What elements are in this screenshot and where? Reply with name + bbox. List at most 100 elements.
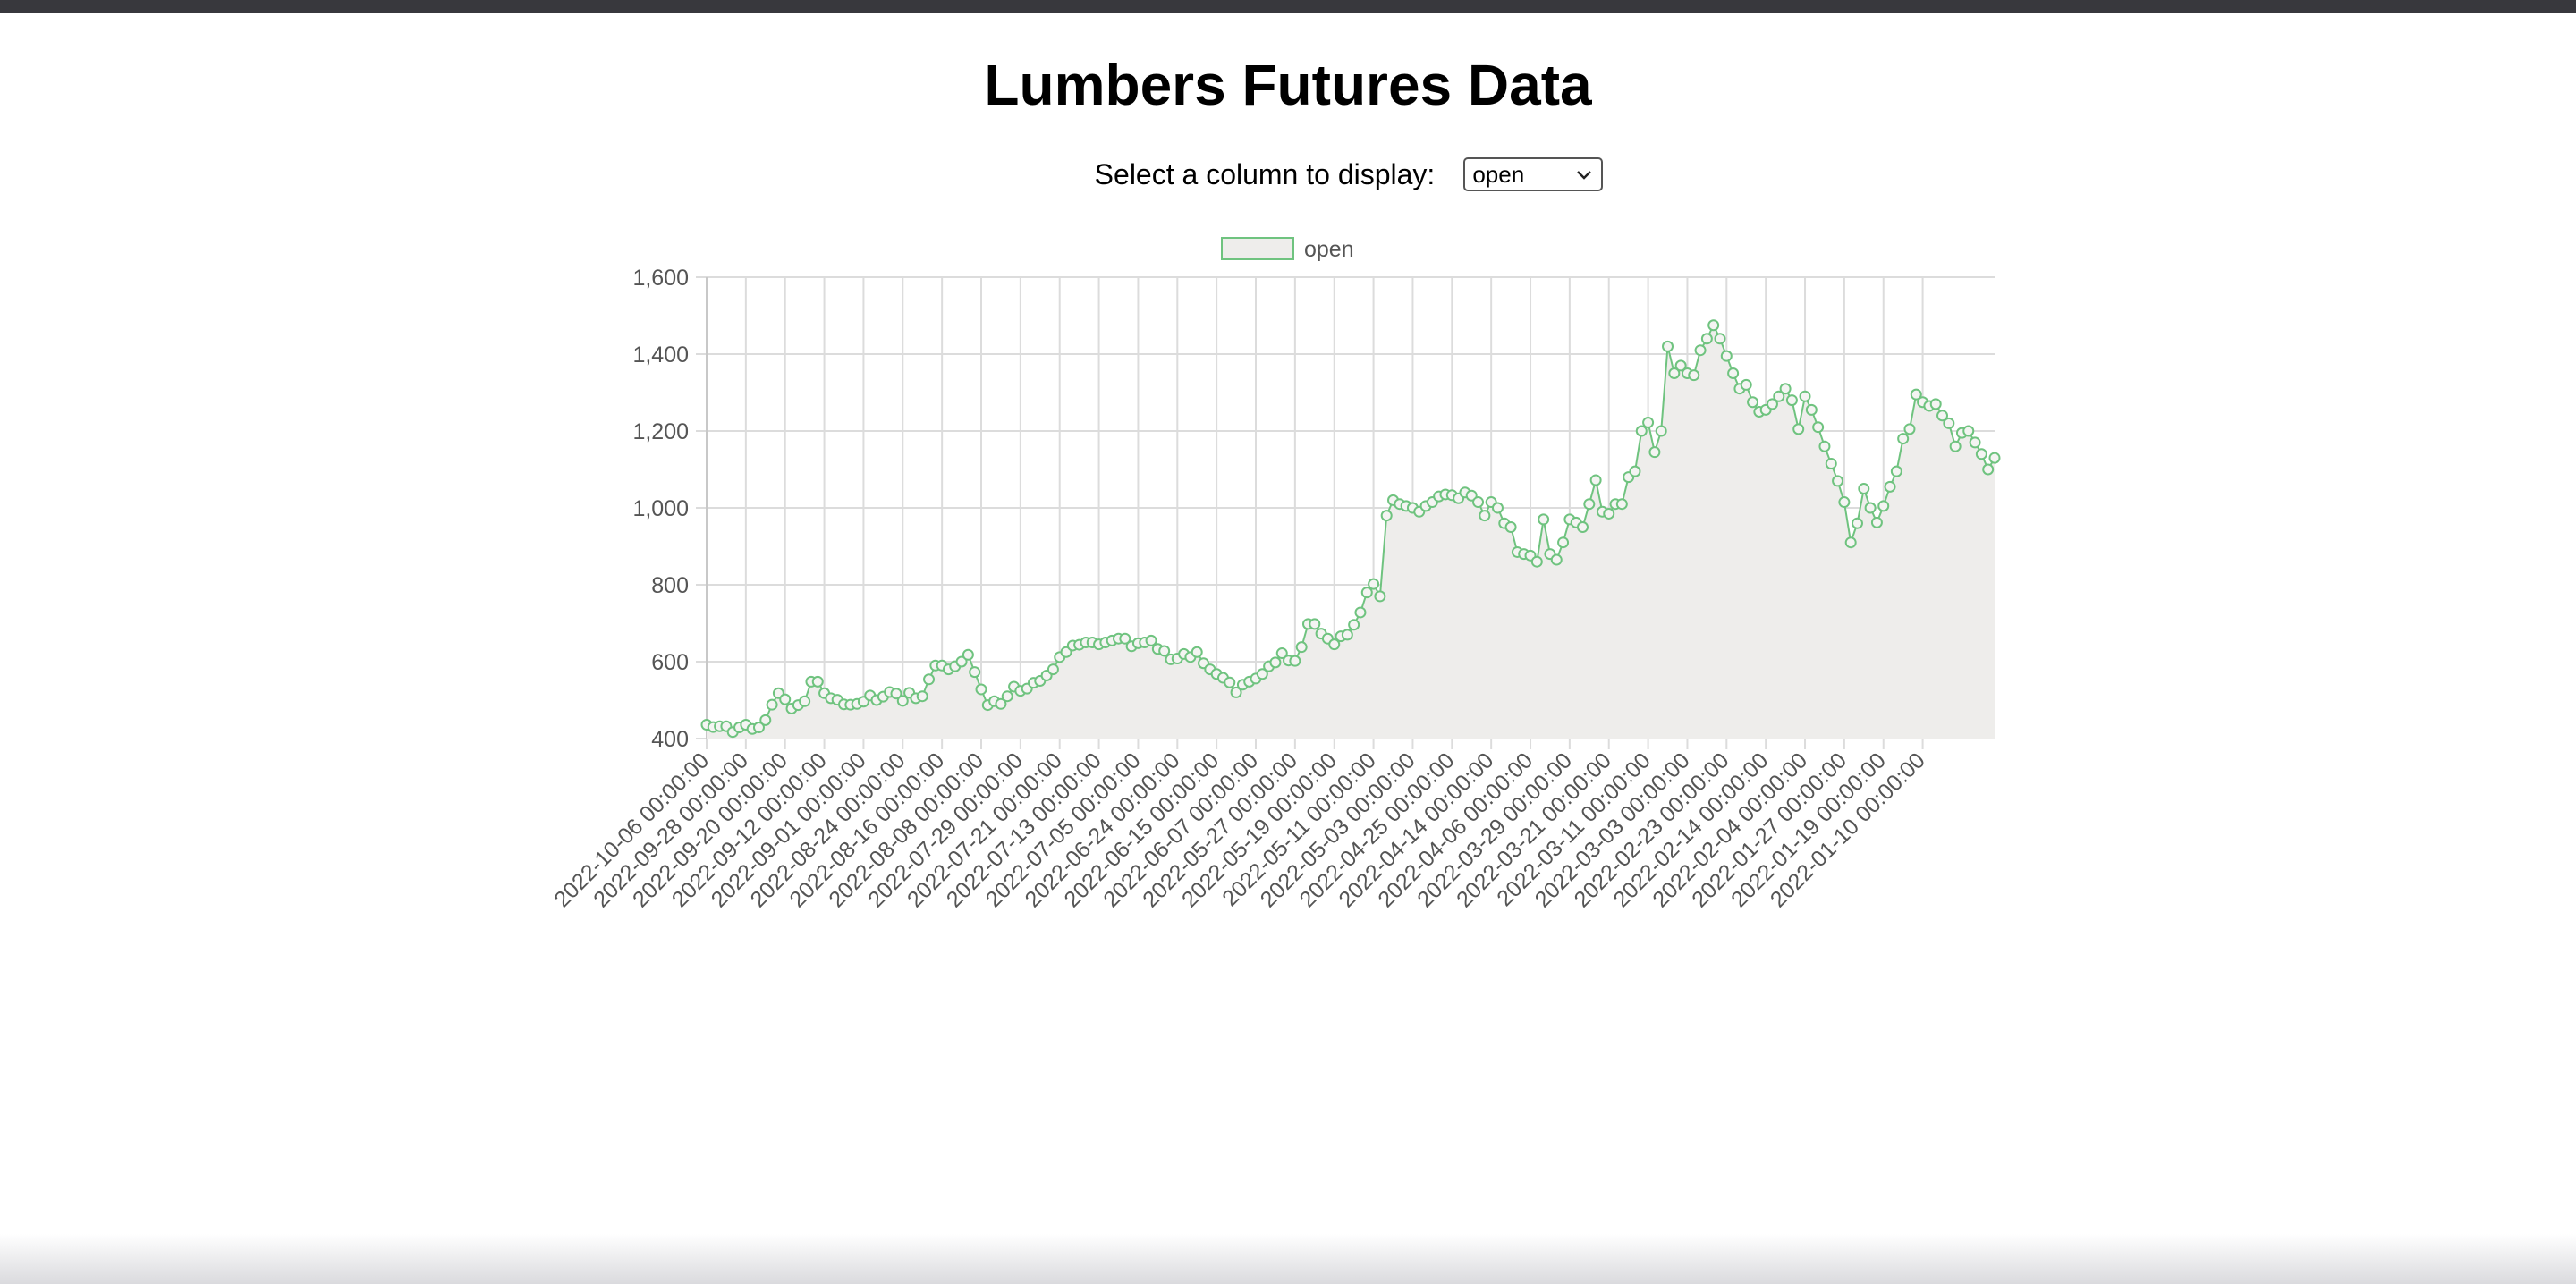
data-point <box>1295 641 1308 654</box>
data-point <box>1832 475 1844 487</box>
data-point <box>1988 452 2001 464</box>
data-point <box>1943 417 1955 429</box>
line-chart: 4006008001,0001,2001,4001,6002022-10-06 … <box>549 237 2001 912</box>
data-point <box>1191 646 1203 658</box>
data-point <box>1766 398 1778 410</box>
data-point <box>1668 367 1681 379</box>
data-point <box>766 698 778 711</box>
data-point <box>1799 390 1811 402</box>
data-point <box>1603 507 1615 520</box>
y-tick-label: 1,400 <box>632 342 689 367</box>
data-point <box>759 714 772 726</box>
data-point <box>1275 647 1288 660</box>
data-point <box>1256 668 1268 680</box>
y-tick-label: 400 <box>651 727 689 752</box>
data-point <box>1805 403 1818 416</box>
data-point <box>1812 421 1825 434</box>
data-point <box>1962 425 1975 437</box>
data-point <box>1785 394 1798 407</box>
data-point <box>1341 629 1353 641</box>
data-point <box>1504 521 1517 533</box>
y-tick-label: 1,000 <box>632 496 689 521</box>
data-point <box>1877 500 1890 512</box>
data-point <box>1949 440 1962 452</box>
data-point <box>962 648 974 661</box>
data-point <box>1576 521 1589 533</box>
data-point <box>1289 655 1301 667</box>
data-point <box>1655 425 1667 437</box>
data-point <box>1046 663 1059 676</box>
data-point <box>1648 446 1661 459</box>
data-point <box>1910 388 1922 401</box>
data-point <box>1982 463 1995 476</box>
data-point <box>1538 513 1550 526</box>
data-point <box>916 690 928 703</box>
data-point <box>1583 498 1596 511</box>
y-tick-label: 1,200 <box>632 419 689 444</box>
data-point <box>1674 359 1687 372</box>
data-point <box>811 675 824 688</box>
data-point <box>1825 458 1837 470</box>
column-select[interactable]: open <box>1463 157 1604 191</box>
data-point <box>799 695 811 707</box>
data-point <box>1328 638 1341 651</box>
data-point <box>1851 517 1863 529</box>
legend-label: open <box>1304 237 1354 262</box>
data-point <box>1884 480 1896 493</box>
data-point <box>1936 410 1949 422</box>
data-point <box>1629 465 1641 477</box>
data-point <box>1635 425 1648 437</box>
data-point <box>1864 502 1877 514</box>
series-area-fill <box>707 325 1995 739</box>
data-point <box>890 688 902 700</box>
y-tick-label: 600 <box>651 650 689 675</box>
data-point <box>1479 510 1491 522</box>
data-point <box>1472 496 1485 509</box>
chart-container: 400 600 800 1,000 1,200 1,400 1,600 2022-10-06 … <box>0 215 2576 957</box>
data-point <box>1714 333 1726 345</box>
data-point <box>1309 618 1321 630</box>
y-tick-label: 1,600 <box>632 266 689 291</box>
data-point <box>1969 436 1981 449</box>
data-point <box>896 695 909 707</box>
data-point <box>1720 350 1733 362</box>
data-point <box>1368 578 1380 590</box>
column-controls: Select a column to display: open <box>0 154 2576 195</box>
data-point <box>955 655 968 668</box>
window-bottom-shadow <box>0 1234 2576 1284</box>
data-point <box>995 697 1007 710</box>
data-point <box>1550 553 1563 566</box>
data-point <box>1557 536 1570 549</box>
data-point <box>1844 536 1857 549</box>
data-point <box>1870 516 1883 528</box>
data-point <box>1688 369 1700 382</box>
data-point <box>1374 590 1386 603</box>
data-point <box>1727 367 1740 379</box>
chevron-down-icon <box>1577 171 1592 180</box>
data-point <box>1001 690 1013 703</box>
data-point <box>1380 510 1393 522</box>
data-point <box>1903 423 1916 435</box>
data-point <box>1145 634 1157 646</box>
data-point <box>1740 378 1752 391</box>
data-point <box>1792 423 1805 435</box>
data-point <box>969 666 981 679</box>
y-tick-label: 800 <box>651 573 689 598</box>
data-point <box>1642 417 1655 429</box>
data-point <box>1747 396 1759 409</box>
data-point <box>1269 656 1282 669</box>
data-point <box>1119 632 1131 645</box>
data-point <box>1890 465 1902 477</box>
data-point <box>1929 398 1942 410</box>
column-select-value: open <box>1472 161 1525 188</box>
data-point <box>1975 448 1987 460</box>
data-point <box>1158 645 1171 657</box>
data-point <box>1589 474 1602 486</box>
data-point <box>1662 340 1674 352</box>
data-point <box>1897 433 1910 445</box>
data-point <box>1615 498 1628 511</box>
browser-top-bar <box>0 0 2576 13</box>
data-point <box>1858 483 1870 494</box>
data-point <box>1360 587 1373 599</box>
data-point <box>752 722 765 734</box>
